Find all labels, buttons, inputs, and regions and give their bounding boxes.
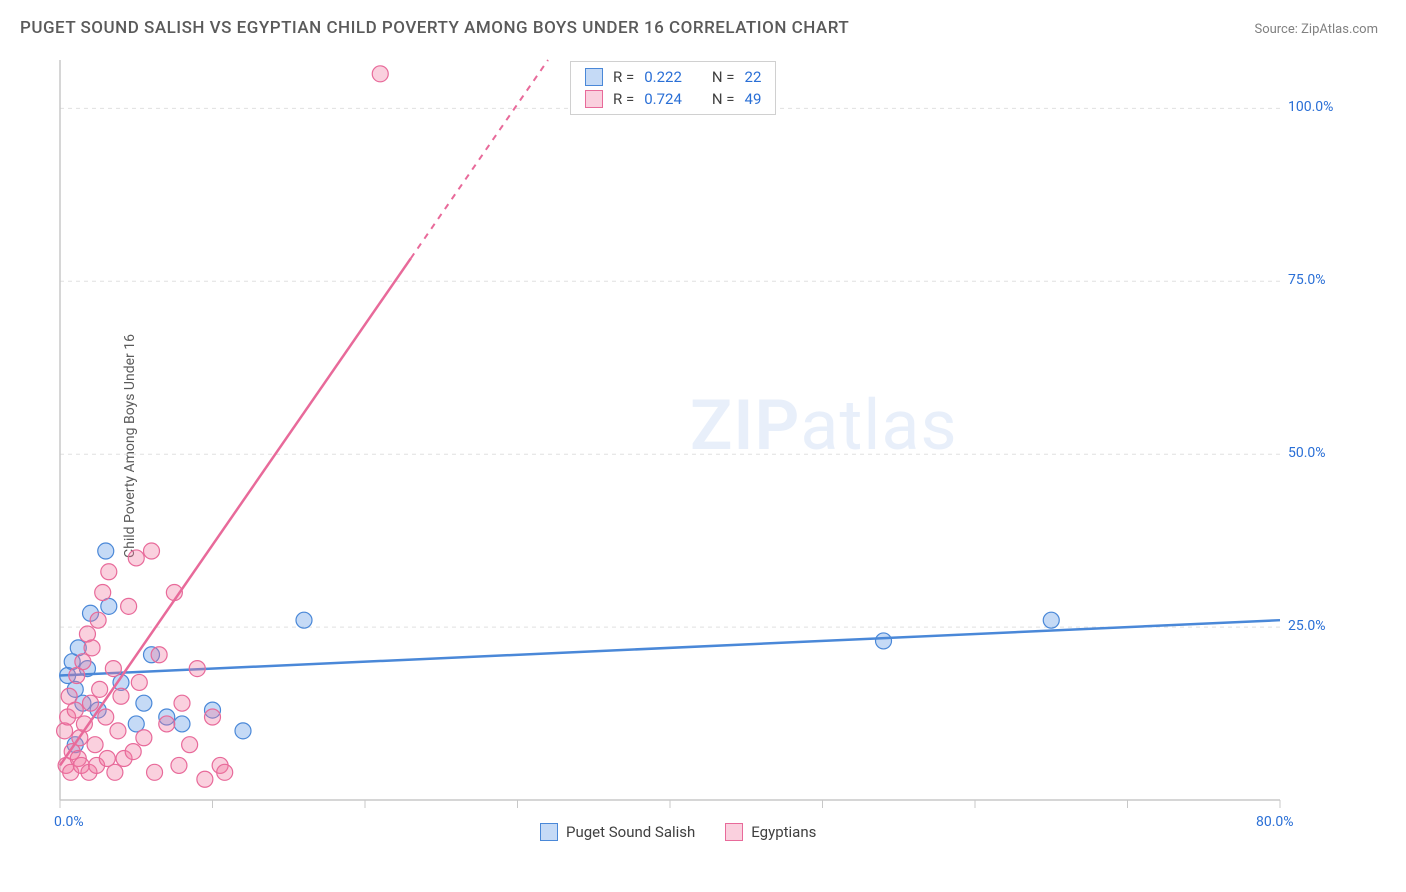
tick-label: 100.0% bbox=[1288, 99, 1333, 115]
n-value-pink: 49 bbox=[745, 90, 762, 108]
n-value-blue: 22 bbox=[745, 68, 762, 86]
swatch-blue bbox=[585, 68, 603, 86]
tick-label: 0.0% bbox=[54, 814, 84, 830]
r-label: R = bbox=[613, 90, 634, 108]
chart-svg bbox=[50, 55, 1350, 845]
tick-label: 80.0% bbox=[1256, 814, 1294, 830]
tick-label: 75.0% bbox=[1288, 272, 1326, 288]
stats-row-pink: R = 0.724 N = 49 bbox=[571, 88, 775, 110]
swatch-blue bbox=[540, 823, 558, 841]
chart-title: PUGET SOUND SALISH VS EGYPTIAN CHILD POV… bbox=[20, 18, 849, 38]
swatch-pink bbox=[585, 90, 603, 108]
n-label: N = bbox=[712, 68, 735, 86]
legend-label-blue: Puget Sound Salish bbox=[566, 823, 695, 841]
scatter-plot: ZIPatlas R = 0.222 N = 22 R = 0.724 N = … bbox=[50, 55, 1350, 845]
series-legend: Puget Sound Salish Egyptians bbox=[540, 823, 816, 841]
correlation-stats-box: R = 0.222 N = 22 R = 0.724 N = 49 bbox=[570, 61, 776, 115]
swatch-pink bbox=[725, 823, 743, 841]
legend-item-blue: Puget Sound Salish bbox=[540, 823, 695, 841]
r-label: R = bbox=[613, 68, 634, 86]
source-attribution: Source: ZipAtlas.com bbox=[1254, 22, 1378, 37]
tick-label: 50.0% bbox=[1288, 445, 1326, 461]
legend-label-pink: Egyptians bbox=[751, 823, 816, 841]
tick-label: 25.0% bbox=[1288, 618, 1326, 634]
n-label: N = bbox=[712, 90, 735, 108]
stats-row-blue: R = 0.222 N = 22 bbox=[571, 66, 775, 88]
legend-item-pink: Egyptians bbox=[725, 823, 816, 841]
r-value-blue: 0.222 bbox=[644, 68, 682, 86]
r-value-pink: 0.724 bbox=[644, 90, 682, 108]
